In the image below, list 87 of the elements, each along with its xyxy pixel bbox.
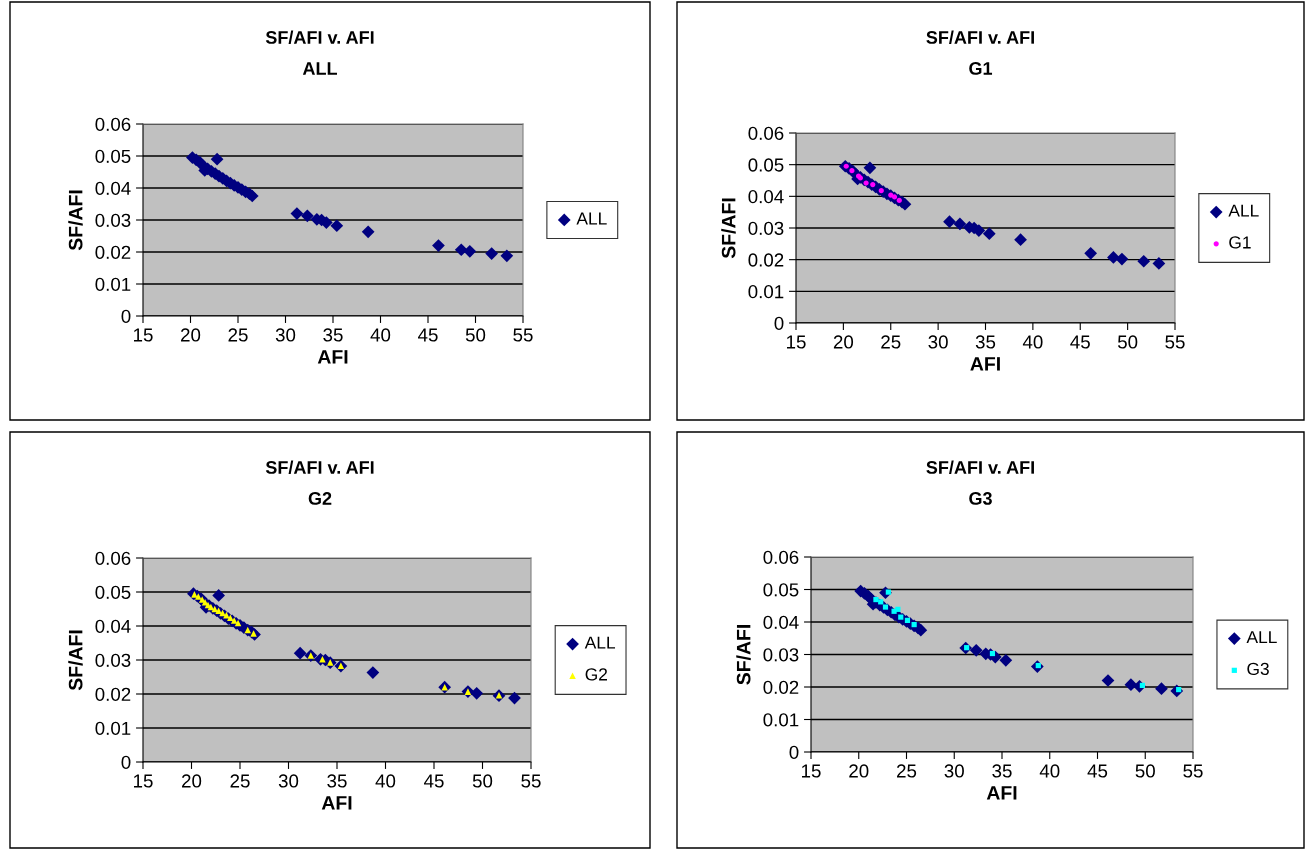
x-tick-label: 20: [182, 774, 202, 788]
x-tick-label: 25: [897, 764, 917, 778]
x-tick-label: 35: [323, 328, 343, 342]
x-tick-label: 40: [1039, 764, 1060, 778]
legend-label: ALL: [1228, 204, 1259, 217]
x-tick-label: 30: [278, 774, 299, 788]
y-tick-label: 0.03: [748, 221, 784, 235]
y-tick-label: 0.04: [95, 619, 131, 633]
legend-label: G2: [585, 668, 607, 681]
y-tick-label: 0.03: [95, 213, 131, 227]
x-tick-label: 55: [521, 774, 541, 788]
legend-label: ALL: [1246, 631, 1277, 644]
x-tick-label: 25: [230, 774, 250, 788]
y-tick-label: 0: [774, 316, 784, 330]
x-tick-label: 50: [1117, 335, 1138, 349]
y-tick-label: 0.02: [763, 680, 799, 694]
chart-subtitle: G2: [308, 492, 332, 505]
x-tick-label: 25: [881, 335, 901, 349]
x-tick-label: 15: [134, 328, 153, 342]
x-tick-label: 15: [134, 774, 153, 788]
x-tick-label: 40: [370, 328, 391, 342]
x-tick-label: 20: [849, 764, 869, 778]
x-tick-label: 45: [1070, 335, 1090, 349]
x-tick-label: 50: [1135, 764, 1155, 778]
y-axis-title: SF/AFI: [68, 630, 83, 691]
x-tick-label: 50: [465, 328, 486, 342]
chart-subtitle: G3: [969, 492, 992, 505]
x-tick-label: 30: [928, 335, 948, 349]
y-tick-label: 0.06: [748, 126, 784, 140]
y-tick-label: 0.06: [763, 550, 799, 564]
y-tick-label: 0.02: [748, 253, 784, 267]
y-tick-label: 0.01: [748, 285, 784, 299]
x-tick-label: 55: [513, 328, 533, 342]
x-tick-label: 35: [975, 335, 996, 349]
y-tick-label: 0.03: [95, 653, 131, 667]
y-axis-title: SF/AFI: [721, 198, 736, 259]
y-tick-label: 0.05: [95, 149, 131, 163]
x-tick-label: 15: [787, 335, 806, 349]
y-tick-label: 0.01: [95, 721, 131, 735]
x-tick-label: 50: [472, 774, 493, 788]
y-axis-title: SF/AFI: [736, 625, 751, 685]
y-tick-label: 0.06: [95, 551, 131, 565]
y-tick-label: 0.02: [95, 687, 131, 701]
x-tick-label: 40: [375, 774, 396, 788]
x-tick-label: 40: [1022, 335, 1043, 349]
y-tick-label: 0.04: [748, 190, 784, 204]
y-tick-label: 0.01: [763, 713, 799, 727]
y-tick-label: 0: [121, 309, 131, 323]
x-tick-label: 55: [1183, 764, 1203, 778]
legend-label: ALL: [584, 636, 616, 649]
x-tick-label: 35: [327, 774, 347, 788]
x-tick-label: 20: [181, 328, 201, 342]
x-axis-title: AFI: [317, 350, 348, 364]
x-tick-label: 15: [802, 764, 821, 778]
y-tick-label: 0: [121, 755, 131, 769]
chart-subtitle: G1: [969, 62, 993, 75]
y-tick-label: 0.05: [763, 583, 799, 597]
y-tick-label: 0.05: [95, 585, 131, 599]
y-tick-label: 0.06: [95, 117, 131, 131]
x-axis-title: AFI: [986, 786, 1017, 800]
chart-subtitle: ALL: [302, 62, 337, 75]
legend-label: G3: [1247, 662, 1269, 676]
chart-title: SF/AFI v. AFI: [926, 460, 1034, 475]
y-tick-label: 0.03: [763, 648, 799, 662]
y-tick-label: 0.01: [95, 277, 131, 291]
x-tick-label: 55: [1165, 335, 1185, 349]
legend-label: ALL: [576, 212, 607, 225]
y-axis-title: SF/AFI: [68, 190, 83, 251]
y-tick-label: 0: [789, 745, 799, 759]
legend-label: G1: [1229, 236, 1251, 249]
x-tick-label: 30: [944, 764, 964, 778]
y-tick-label: 0.05: [748, 158, 784, 172]
x-tick-label: 45: [1087, 764, 1108, 778]
x-tick-label: 45: [424, 774, 444, 788]
x-tick-label: 20: [833, 335, 854, 349]
y-tick-label: 0.04: [763, 615, 799, 629]
x-axis-title: AFI: [321, 796, 352, 810]
chart-title: SF/AFI v. AFI: [926, 30, 1034, 45]
chart-title: SF/AFI v. AFI: [265, 460, 374, 475]
chart-title: SF/AFI v. AFI: [265, 30, 374, 45]
y-tick-label: 0.04: [95, 181, 131, 195]
x-tick-label: 45: [418, 328, 438, 342]
y-tick-label: 0.02: [95, 245, 131, 259]
x-tick-label: 30: [275, 328, 296, 342]
x-axis-title: AFI: [970, 357, 1000, 371]
x-tick-label: 25: [228, 328, 248, 342]
x-tick-label: 35: [992, 764, 1012, 778]
